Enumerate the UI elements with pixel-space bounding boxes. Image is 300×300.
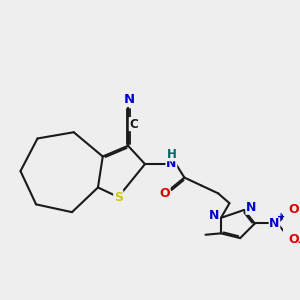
- Text: N: N: [124, 93, 135, 106]
- Text: O: O: [159, 187, 170, 200]
- Text: N: N: [209, 209, 219, 222]
- Text: O: O: [288, 233, 299, 246]
- Text: N: N: [166, 157, 177, 170]
- Text: O: O: [288, 203, 299, 216]
- Text: +: +: [277, 212, 285, 222]
- Text: H: H: [167, 148, 176, 161]
- Text: N: N: [269, 217, 280, 230]
- Text: -: -: [297, 236, 300, 249]
- Text: S: S: [114, 190, 123, 203]
- Text: C: C: [129, 118, 138, 130]
- Text: N: N: [246, 201, 256, 214]
